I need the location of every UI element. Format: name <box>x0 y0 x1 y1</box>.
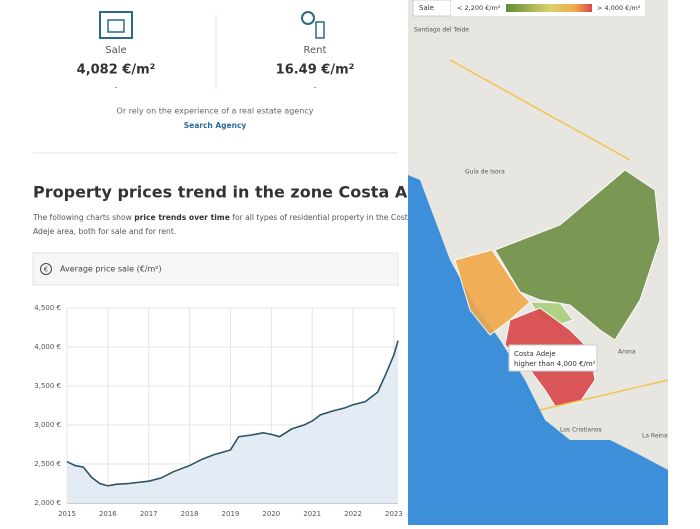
place: Guía de Isora <box>465 169 505 176</box>
tooltip-title: Costa Adeje <box>514 350 556 358</box>
x-tick-label: 2018 <box>181 510 199 518</box>
zone[interactable] <box>494 169 661 341</box>
intro-text: The following charts show <box>32 213 134 222</box>
agency-text: Or rely on the experience of a real esta… <box>117 107 314 116</box>
place: Los Cristianos <box>560 427 602 434</box>
road <box>449 59 631 161</box>
section-title: Property prices trend in the zone Costa … <box>33 183 446 202</box>
y-tick-label: 2,000 € <box>34 499 61 507</box>
tooltip <box>508 344 598 372</box>
stats: Sale 4,082 €/m² - Rent 16.49 €/m² - <box>77 11 355 93</box>
y-tick-label: 4,000 € <box>34 343 61 351</box>
line <box>66 340 399 487</box>
agency-link[interactable]: Search Agency <box>184 121 247 130</box>
area <box>67 340 398 503</box>
place: La Reina <box>642 433 668 440</box>
selector-label: Average price sale (€/m²) <box>60 265 162 274</box>
stat-change: - <box>114 83 117 93</box>
stat-change: - <box>313 83 316 93</box>
place: Arona <box>618 349 636 356</box>
map: Sale < 2,200 €/m² > 4,000 €/m² Santiago … <box>408 0 669 525</box>
y-tick-label: 3,000 € <box>34 421 61 429</box>
rent-icon-tag <box>315 21 325 39</box>
legend-low: < 2,200 €/m² <box>457 4 501 12</box>
intro-bold: price trends over time <box>134 213 230 222</box>
chart-selector[interactable] <box>32 252 399 286</box>
sale-icon-house <box>107 19 125 33</box>
tooltip-text: higher than 4,000 €/m² <box>514 360 596 368</box>
road <box>539 379 669 411</box>
rent-icon <box>301 11 315 25</box>
stat-label: Sale <box>105 45 126 56</box>
section-intro: Adeje area, both for sale and for rent. <box>33 227 176 236</box>
x-tick-label: 2017 <box>140 510 158 518</box>
y-tick-label: 3,500 € <box>34 382 61 390</box>
legend-gradient <box>506 4 592 12</box>
x-tick-label: 2015 <box>58 510 76 518</box>
zone[interactable] <box>454 249 531 336</box>
mode-label: Sale <box>419 4 434 12</box>
stat-value: 16.49 €/m² <box>276 63 355 78</box>
stat-value: 4,082 €/m² <box>77 63 156 78</box>
legend-high: > 4,000 €/m² <box>597 4 641 12</box>
map-sea <box>408 175 668 525</box>
y-tick-label: 4,500 € <box>34 304 61 312</box>
selector-icon <box>40 263 52 275</box>
selector-icon-text: € <box>44 266 48 274</box>
sale-icon <box>99 11 133 39</box>
stat-label: Rent <box>304 45 327 56</box>
section-intro: The following charts show price trends o… <box>32 213 412 222</box>
x-tick-label: 2016 <box>99 510 117 518</box>
x-tick-label: 2023 <box>385 510 403 518</box>
x-tick-label: 2019 <box>222 510 240 518</box>
place: Santiago del Teide <box>414 27 469 34</box>
x-tick-label: 2021 <box>303 510 321 518</box>
x-tick-label: 2022 <box>344 510 362 518</box>
x-tick-label: 2020 <box>262 510 280 518</box>
intro-text: for all types of residential property in… <box>230 213 413 222</box>
y-tick-label: 2,500 € <box>34 460 61 468</box>
chart: 2,000 € 2,500 € 3,000 € 3,500 € 4,000 € 4,500… <box>34 304 403 518</box>
